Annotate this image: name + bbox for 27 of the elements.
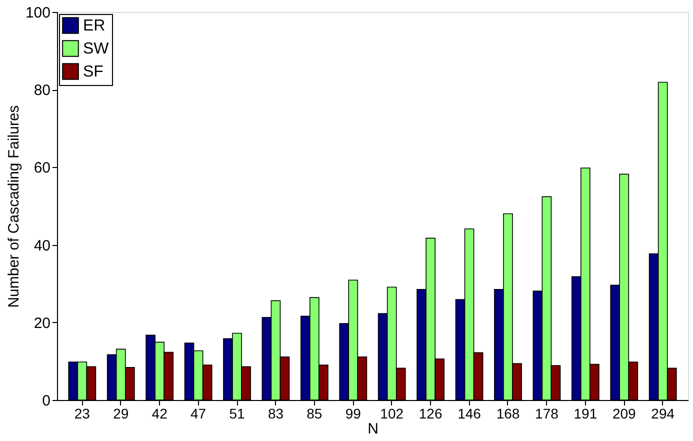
x-tick-label: 42 (152, 406, 168, 422)
legend-label: SW (83, 40, 110, 58)
y-tick-label: 80 (34, 82, 50, 100)
x-tick-label: 99 (345, 406, 362, 422)
y-tick-label: 100 (25, 4, 50, 22)
x-tick-label: 178 (535, 406, 559, 422)
x-tick-label: 126 (418, 406, 442, 422)
x-axis-title: N (368, 420, 378, 438)
y-tick-label: 60 (34, 160, 50, 177)
x-tick-label: 146 (458, 406, 482, 422)
y-tick-label: 40 (34, 237, 50, 254)
x-tick-label: 209 (612, 406, 636, 422)
y-tick-label: 20 (34, 314, 50, 332)
x-tick-label: 23 (74, 406, 90, 422)
x-tick-label: 102 (380, 406, 404, 422)
x-tick-label: 29 (113, 406, 129, 422)
legend-label: SF (83, 64, 104, 80)
x-tick-label: 85 (306, 406, 322, 422)
x-tick-label: 47 (190, 406, 206, 422)
x-tick-label: 51 (229, 406, 246, 422)
x-tick-label: 191 (574, 406, 598, 422)
x-tick-label: 168 (496, 406, 520, 422)
x-tick-label: 83 (268, 406, 284, 422)
y-axis-title: Number of Cascading Failures (5, 105, 22, 308)
legend-label: ER (83, 18, 106, 34)
y-tick-label: 0 (42, 392, 50, 410)
x-tick-label: 294 (651, 406, 675, 422)
